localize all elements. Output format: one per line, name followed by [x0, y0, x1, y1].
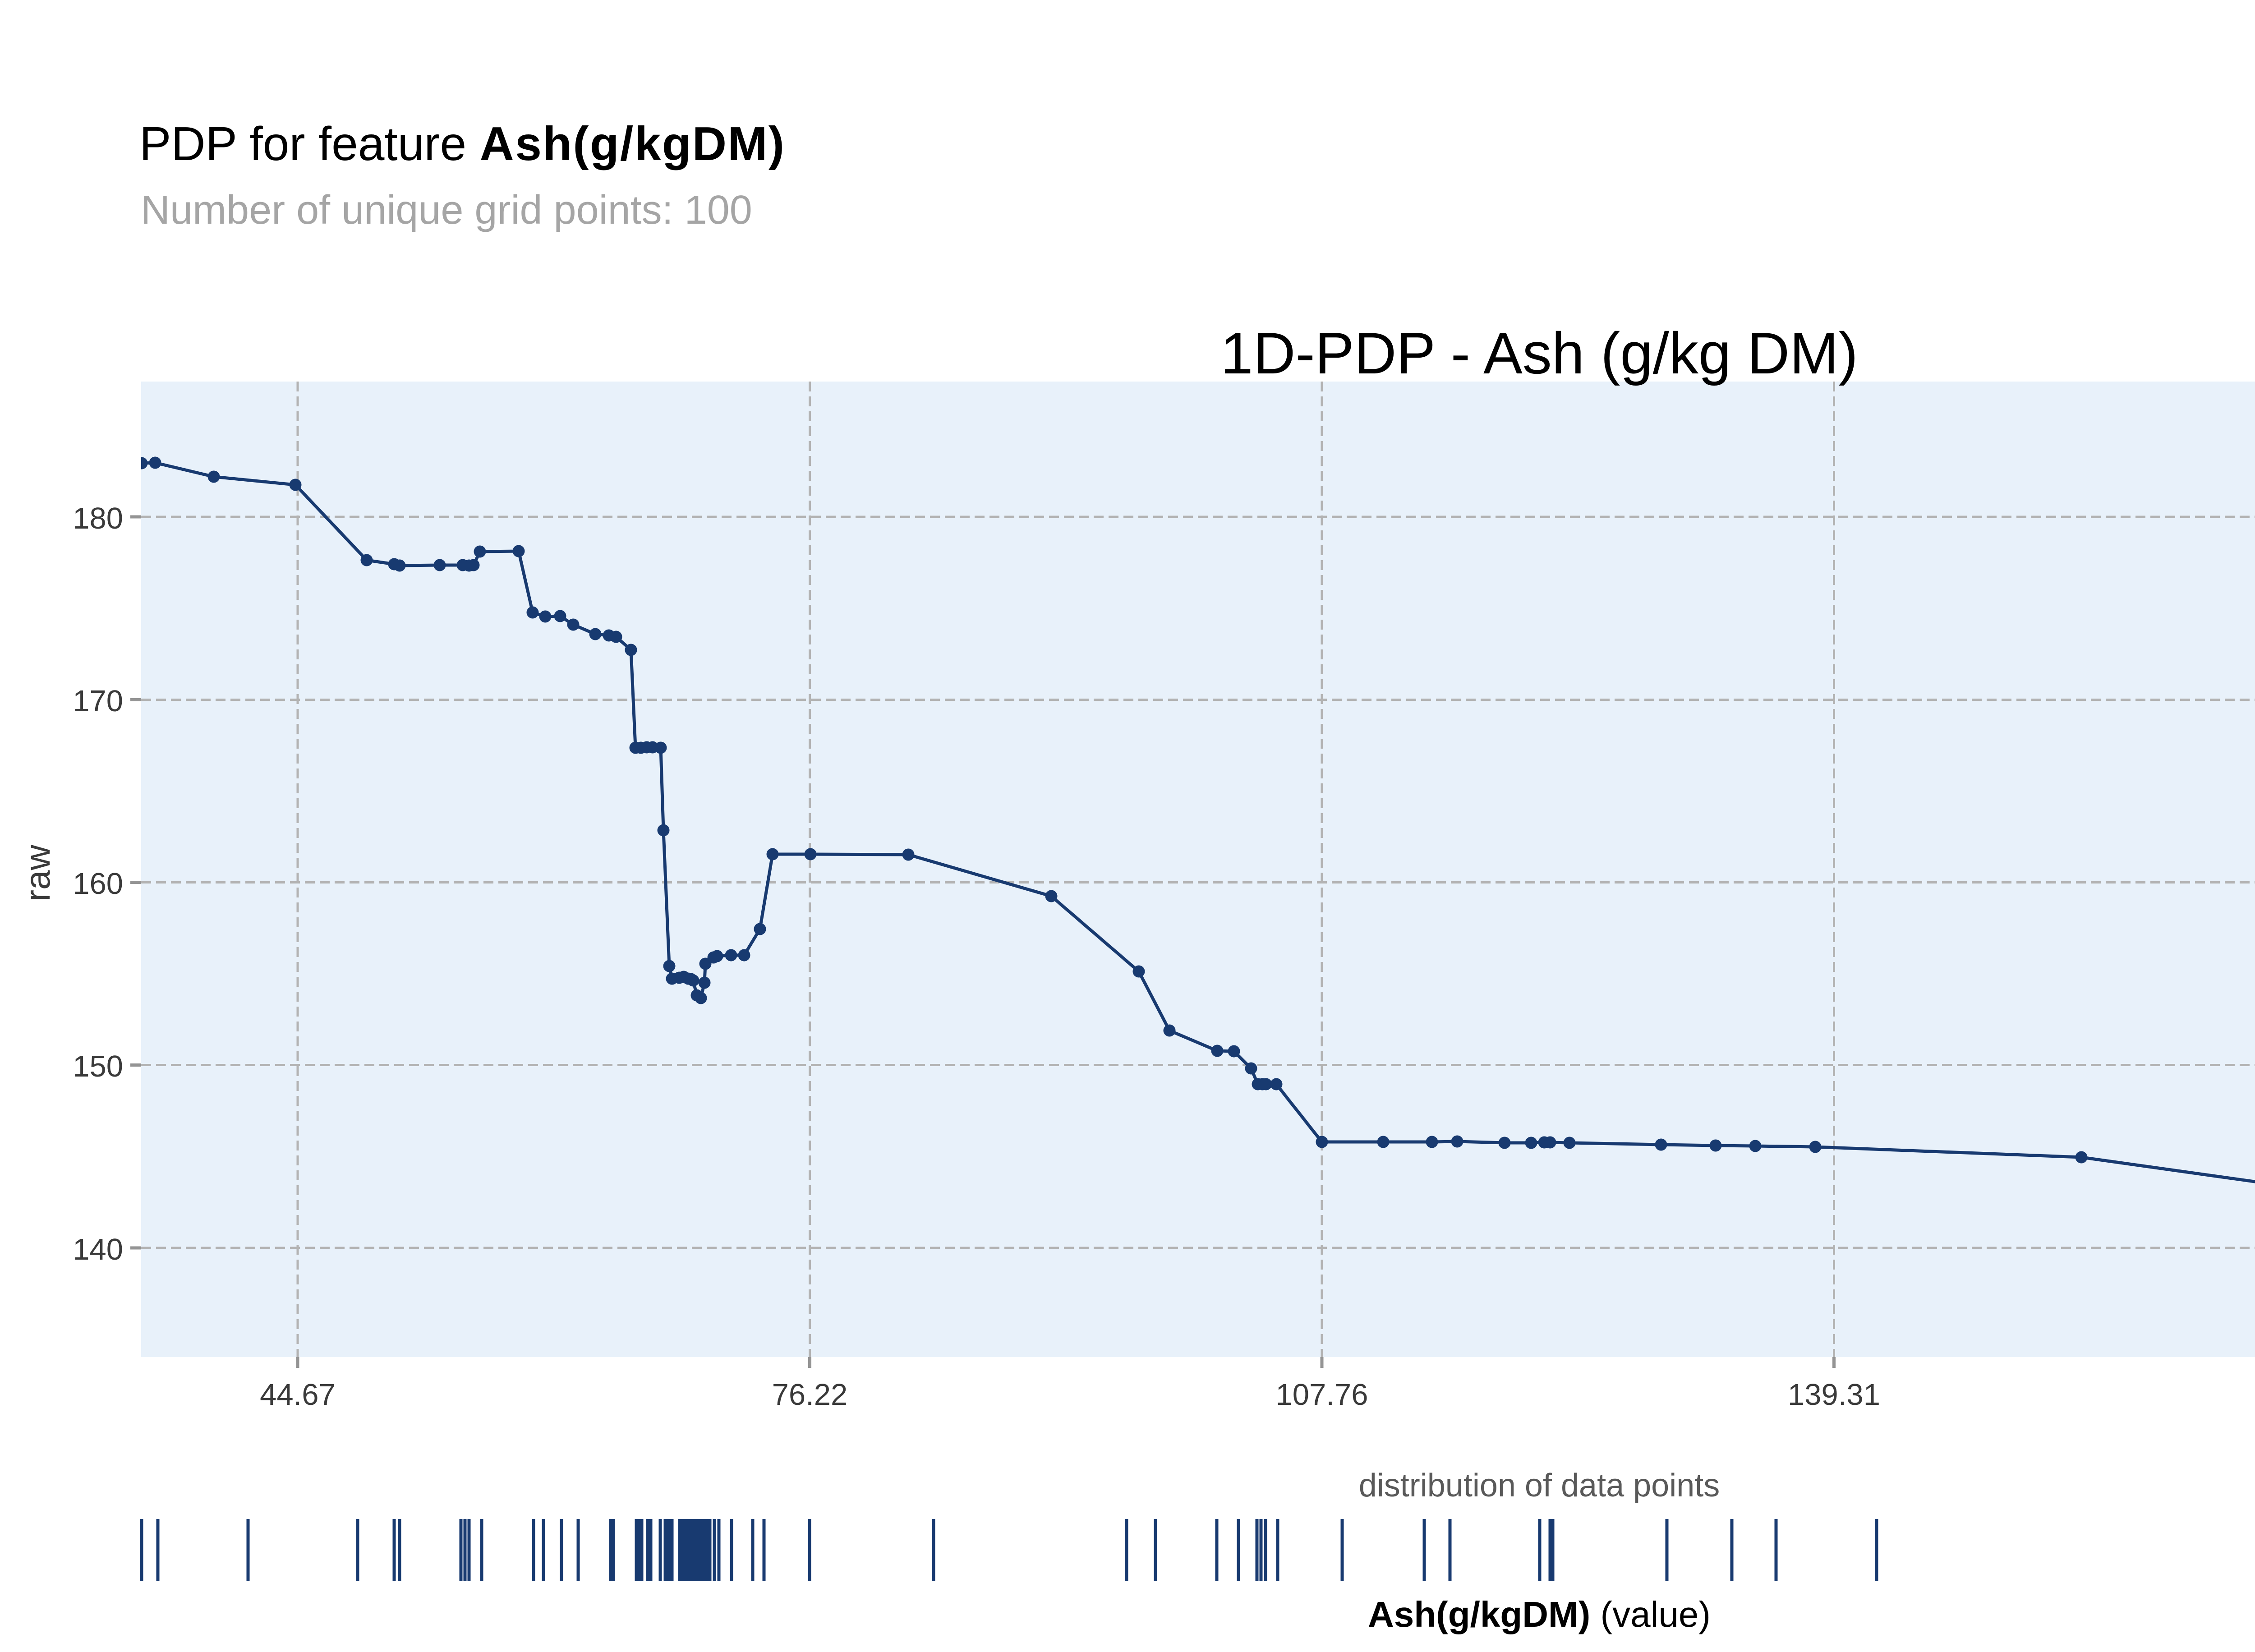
- svg-text:Number of unique grid points:: Number of unique grid points: 100: [141, 188, 752, 233]
- svg-text:PDP for feature Ash(g/kgDM): PDP for feature Ash(g/kgDM): [139, 117, 786, 170]
- svg-text:Ash(g/kgDM) (value): Ash(g/kgDM) (value): [1368, 1594, 1711, 1634]
- svg-text:1D-PDP - Ash (g/kg DM): 1D-PDP - Ash (g/kg DM): [1220, 320, 1858, 386]
- svg-text:raw: raw: [18, 844, 57, 901]
- svg-text:150: 150: [73, 1049, 123, 1083]
- svg-text:160: 160: [73, 867, 123, 901]
- svg-text:170: 170: [73, 684, 123, 718]
- svg-text:107.76: 107.76: [1276, 1378, 1368, 1412]
- svg-text:180: 180: [73, 502, 123, 535]
- svg-text:139.31: 139.31: [1788, 1378, 1880, 1412]
- svg-text:44.67: 44.67: [260, 1378, 336, 1412]
- svg-text:distribution of data points: distribution of data points: [1359, 1468, 1720, 1504]
- svg-text:140: 140: [73, 1233, 123, 1266]
- svg-text:76.22: 76.22: [772, 1378, 848, 1412]
